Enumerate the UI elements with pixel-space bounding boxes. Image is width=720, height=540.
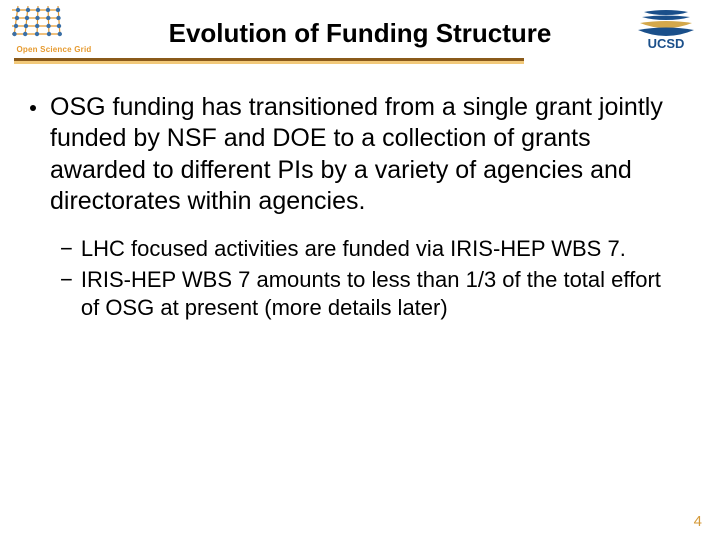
sub-bullet-text: LHC focused activities are funded via IR… <box>81 235 626 264</box>
main-bullet-text: OSG funding has transitioned from a sing… <box>50 92 680 217</box>
sub-bullet: − IRIS-HEP WBS 7 amounts to less than 1/… <box>60 266 680 323</box>
ucsd-logo-icon: UCSD <box>630 6 702 50</box>
sub-bullet-list: − LHC focused activities are funded via … <box>60 235 680 323</box>
dash-icon: − <box>60 235 73 264</box>
slide-header: Open Science Grid Evolution of Funding S… <box>0 0 720 70</box>
sub-bullet-text: IRIS-HEP WBS 7 amounts to less than 1/3 … <box>81 266 680 323</box>
main-bullet: OSG funding has transitioned from a sing… <box>30 92 680 217</box>
slide-title: Evolution of Funding Structure <box>0 18 720 49</box>
slide: Open Science Grid Evolution of Funding S… <box>0 0 720 540</box>
sub-bullet: − LHC focused activities are funded via … <box>60 235 680 264</box>
ucsd-logo: UCSD <box>630 6 702 55</box>
page-number: 4 <box>694 513 702 530</box>
dash-icon: − <box>60 266 73 295</box>
ucsd-label-text: UCSD <box>648 36 685 50</box>
bullet-dot-icon <box>30 105 36 111</box>
title-underline <box>14 58 524 64</box>
slide-content: OSG funding has transitioned from a sing… <box>30 92 680 325</box>
